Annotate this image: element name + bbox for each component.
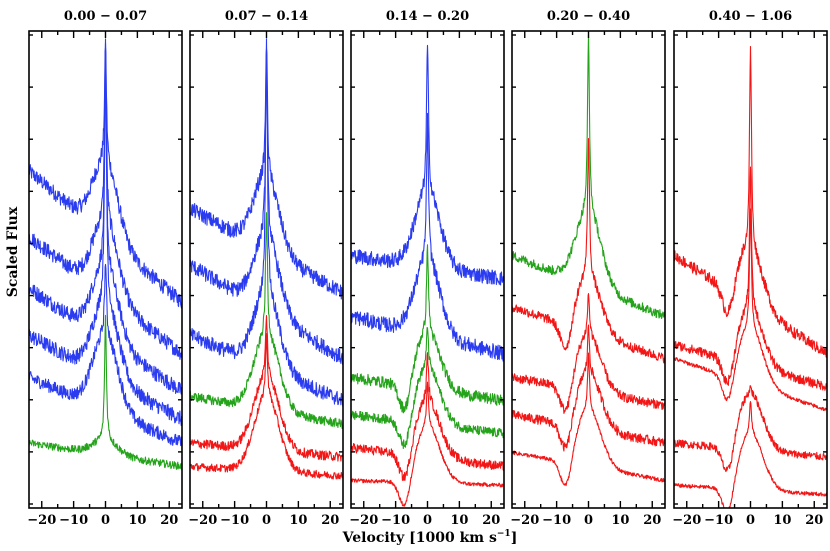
spectrum-red-3 (512, 293, 665, 414)
x-tick-label: 0 (101, 513, 110, 528)
x-tick-label: 0 (746, 513, 755, 528)
panel-5: −20 −10 0 10 20 0.40 − 1.06 (672, 9, 828, 528)
panel-title: 0.00 − 0.07 (64, 9, 147, 24)
x-tick-label: 10 (450, 513, 468, 528)
y-ticks (351, 34, 504, 505)
panel-title: 0.20 − 0.40 (547, 9, 630, 24)
series-group (190, 38, 343, 480)
x-tick-label: −20 (672, 513, 701, 528)
x-ticks: −20 −10 0 10 20 (510, 31, 661, 528)
y-axis-title: Scaled Flux (5, 206, 21, 297)
spectrum-red-1 (674, 45, 827, 358)
x-tick-label: −20 (510, 513, 539, 528)
x-tick-label: 20 (160, 513, 178, 528)
y-ticks (190, 34, 343, 505)
panel-3: −20 −10 0 10 20 0.14 − 0.20 (349, 9, 505, 528)
panel-title: 0.40 − 1.06 (709, 9, 792, 24)
x-ticks: −20 −10 0 10 20 (672, 31, 823, 528)
spectrum-blue-5 (29, 263, 182, 450)
x-axis-title-close: ] (511, 530, 518, 546)
panel-group: −20 −10 0 10 200.00 − 0.07−20 −10 0 10 200.07 − … (27, 9, 828, 528)
series-group (674, 45, 827, 508)
x-tick-label: −10 (381, 513, 410, 528)
x-tick-label: 20 (805, 513, 823, 528)
spectrum-red-5 (512, 352, 665, 487)
y-ticks (29, 34, 182, 505)
panel-title: 0.07 − 0.14 (225, 9, 308, 24)
spectrum-red-6 (351, 381, 504, 507)
x-tick-label: 10 (289, 513, 307, 528)
series-group (351, 44, 504, 507)
spectrum-red-5 (674, 401, 827, 508)
spectrum-blue-2 (351, 112, 504, 362)
series-group (29, 38, 182, 470)
x-ticks: −20 −10 0 10 20 (188, 31, 339, 528)
panel-1: −20 −10 0 10 20 0.00 − 0.07 (27, 9, 183, 528)
x-tick-label: −10 (704, 513, 733, 528)
spectrum-red-2 (674, 166, 827, 391)
x-tick-label: 0 (262, 513, 271, 528)
spectrum-green-6 (29, 314, 182, 470)
y-ticks (512, 34, 665, 505)
x-tick-label: 20 (643, 513, 661, 528)
spectrum-red-4 (674, 385, 827, 473)
x-tick-label: 10 (611, 513, 629, 528)
panel-frame (189, 30, 344, 509)
x-tick-label: 20 (482, 513, 500, 528)
spectrum-red-2 (512, 138, 665, 364)
x-tick-label: −20 (188, 513, 217, 528)
x-axis-title-sup: −1 (497, 529, 511, 539)
spectrum-blue-2 (190, 38, 343, 365)
x-axis-title: Velocity [1000 km s−1] (342, 529, 518, 546)
spectrum-red-5 (351, 352, 504, 482)
x-tick-label: −20 (27, 513, 56, 528)
x-tick-label: 10 (128, 513, 146, 528)
panel-4: −20 −10 0 10 20 0.20 − 0.40 (510, 9, 666, 528)
panel-2: −20 −10 0 10 20 0.07 − 0.14 (188, 9, 344, 528)
x-ticks: −20 −10 0 10 20 (349, 31, 500, 528)
x-tick-label: −20 (349, 513, 378, 528)
spectrum-green-3 (351, 244, 504, 414)
spectrum-green-1 (512, 34, 665, 319)
spectrum-green-4 (190, 212, 343, 430)
spectrum-red-5 (190, 314, 343, 462)
y-ticks (674, 34, 827, 505)
x-axis-title-main: Velocity [1000 km s (342, 530, 497, 546)
x-tick-label: 10 (773, 513, 791, 528)
spectrum-red-6 (190, 333, 343, 480)
x-tick-label: 20 (321, 513, 339, 528)
x-tick-label: 0 (584, 513, 593, 528)
x-tick-label: −10 (220, 513, 249, 528)
x-ticks: −20 −10 0 10 20 (27, 31, 178, 528)
spectrum-blue-4 (29, 38, 182, 427)
spectrum-blue-3 (190, 50, 343, 408)
spectrum-red-4 (512, 324, 665, 452)
spectrum-green-4 (351, 326, 504, 450)
series-group (512, 34, 665, 487)
x-tick-label: −10 (59, 513, 88, 528)
x-tick-label: −10 (542, 513, 571, 528)
spectrum-blue-1 (351, 44, 504, 286)
panel-title: 0.14 − 0.20 (386, 9, 469, 24)
spectrum-red-3 (674, 208, 827, 412)
x-tick-label: 0 (423, 513, 432, 528)
